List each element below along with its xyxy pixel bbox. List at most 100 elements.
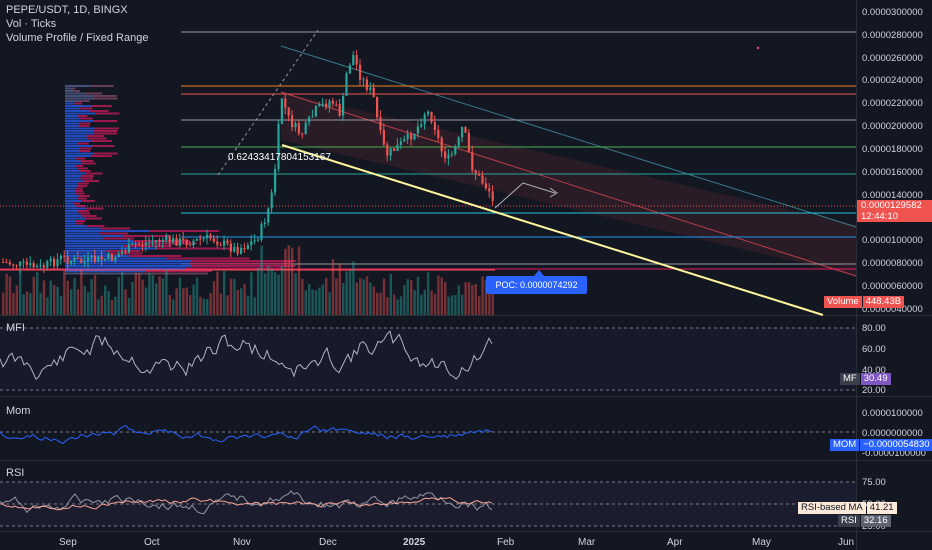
candle[interactable] bbox=[25, 261, 28, 266]
candle[interactable] bbox=[83, 261, 86, 263]
candle[interactable] bbox=[246, 245, 249, 250]
candle[interactable] bbox=[131, 243, 134, 245]
support-trendline[interactable] bbox=[281, 144, 824, 316]
candle[interactable] bbox=[314, 106, 317, 117]
price-axis[interactable]: 0.0000300000 0.0000280000 0.0000260000 0… bbox=[862, 7, 923, 315]
mom-value-tag[interactable]: MOM −0.0000054830 bbox=[830, 439, 932, 451]
projection-arrow[interactable] bbox=[494, 182, 556, 209]
candle[interactable] bbox=[484, 183, 487, 189]
candle[interactable] bbox=[223, 240, 226, 246]
candle[interactable] bbox=[433, 122, 436, 131]
candle[interactable] bbox=[308, 117, 311, 123]
channel-upper-line[interactable] bbox=[280, 45, 857, 228]
candle[interactable] bbox=[110, 253, 113, 261]
candle[interactable] bbox=[36, 265, 39, 268]
candle[interactable] bbox=[263, 222, 266, 224]
candle[interactable] bbox=[365, 79, 368, 90]
candle[interactable] bbox=[59, 255, 62, 260]
candle[interactable] bbox=[457, 137, 460, 147]
candle[interactable] bbox=[331, 100, 334, 104]
rsi-ma-line[interactable] bbox=[0, 497, 493, 511]
candle[interactable] bbox=[318, 103, 321, 107]
candle[interactable] bbox=[209, 234, 212, 239]
candle[interactable] bbox=[175, 237, 178, 246]
candle[interactable] bbox=[97, 256, 100, 262]
candle[interactable] bbox=[148, 242, 151, 244]
candle[interactable] bbox=[56, 259, 59, 267]
candle[interactable] bbox=[352, 55, 355, 66]
time-axis[interactable]: Sep Oct Nov Dec 2025 Feb Mar Apr May Jun bbox=[59, 537, 854, 548]
candle[interactable] bbox=[189, 245, 192, 247]
candle[interactable] bbox=[274, 168, 277, 193]
trendline-annotation[interactable]: 0.624334178041531​67 bbox=[228, 152, 331, 163]
candle[interactable] bbox=[2, 262, 5, 263]
candle[interactable] bbox=[345, 73, 348, 97]
candle[interactable] bbox=[117, 253, 120, 258]
mfi-line[interactable] bbox=[0, 330, 493, 381]
candle[interactable] bbox=[93, 255, 96, 262]
candle[interactable] bbox=[393, 148, 396, 151]
poc-label[interactable]: POC: 0.0000074292 bbox=[486, 276, 587, 294]
candle[interactable] bbox=[362, 79, 365, 81]
candle[interactable] bbox=[124, 251, 127, 253]
candle[interactable] bbox=[335, 103, 338, 105]
last-price-tag[interactable]: 0.0000129582 12:44:10 bbox=[857, 200, 932, 222]
candle[interactable] bbox=[277, 123, 280, 169]
trend-channel-drawing[interactable] bbox=[280, 45, 857, 277]
fib-trend-dashed-line[interactable] bbox=[217, 29, 319, 176]
candle[interactable] bbox=[46, 261, 49, 268]
candle[interactable] bbox=[141, 244, 144, 246]
candle[interactable] bbox=[328, 100, 331, 108]
candle[interactable] bbox=[372, 87, 375, 97]
candle[interactable] bbox=[410, 133, 413, 140]
candle[interactable] bbox=[127, 244, 130, 253]
candle[interactable] bbox=[474, 170, 477, 174]
candle[interactable] bbox=[491, 191, 494, 201]
candle[interactable] bbox=[454, 146, 457, 155]
candle[interactable] bbox=[450, 154, 453, 156]
candle[interactable] bbox=[216, 241, 219, 245]
candle[interactable] bbox=[15, 265, 18, 267]
rsi-ma-value-tag[interactable]: RSI-based MA 41.21 bbox=[798, 502, 897, 514]
volume-indicator-title[interactable]: Vol · Ticks bbox=[6, 18, 57, 30]
candle[interactable] bbox=[297, 123, 300, 134]
candle[interactable] bbox=[488, 188, 491, 192]
candle[interactable] bbox=[427, 111, 430, 115]
candle[interactable] bbox=[359, 64, 362, 80]
candle[interactable] bbox=[29, 263, 32, 266]
candle[interactable] bbox=[100, 256, 103, 260]
candle[interactable] bbox=[342, 96, 345, 116]
candle[interactable] bbox=[236, 246, 239, 254]
candle[interactable] bbox=[294, 123, 297, 128]
fib-retracement-drawing[interactable] bbox=[0, 31, 856, 270]
candle[interactable] bbox=[348, 65, 351, 74]
candle[interactable] bbox=[155, 240, 158, 243]
candle[interactable] bbox=[423, 114, 426, 125]
candle[interactable] bbox=[253, 240, 256, 242]
candle[interactable] bbox=[379, 117, 382, 131]
candle[interactable] bbox=[199, 238, 202, 240]
candle[interactable] bbox=[280, 98, 283, 124]
candle[interactable] bbox=[158, 240, 161, 242]
candle[interactable] bbox=[287, 107, 290, 116]
rsi-line[interactable] bbox=[0, 490, 493, 515]
candle[interactable] bbox=[291, 115, 294, 128]
candle[interactable] bbox=[134, 243, 137, 245]
candle[interactable] bbox=[49, 258, 52, 262]
candle[interactable] bbox=[260, 223, 263, 240]
candle[interactable] bbox=[406, 133, 409, 139]
candle[interactable] bbox=[192, 240, 195, 246]
mom-title[interactable]: Mom bbox=[6, 405, 31, 417]
candle[interactable] bbox=[114, 257, 117, 261]
candle[interactable] bbox=[440, 137, 443, 152]
candle[interactable] bbox=[270, 192, 273, 209]
candle[interactable] bbox=[107, 253, 110, 259]
candle[interactable] bbox=[437, 130, 440, 138]
candle[interactable] bbox=[464, 127, 467, 133]
candle[interactable] bbox=[226, 240, 229, 244]
candle[interactable] bbox=[467, 132, 470, 153]
candle[interactable] bbox=[430, 111, 433, 123]
candle[interactable] bbox=[369, 87, 372, 90]
